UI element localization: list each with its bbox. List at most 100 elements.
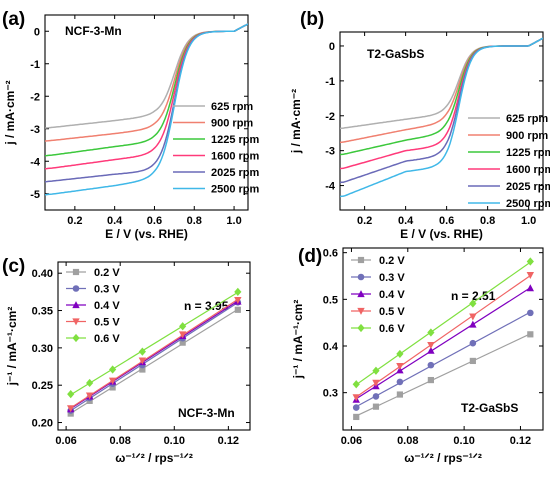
legend-label: 0.6 V	[379, 323, 405, 335]
data-point	[108, 377, 117, 385]
x-axis-label: ω⁻¹ᐟ² / rps⁻¹ᐟ²	[115, 451, 193, 465]
panel-a: 0.2 0.4 0.6 0.8 1.0 -5 -4 -3 -2 -1 0 (a) E / V (vs. …	[2, 9, 260, 241]
fit-line	[355, 333, 531, 417]
legend-marker	[72, 333, 80, 343]
series-line	[340, 37, 543, 198]
panel-title: NCF-3-Mn	[65, 24, 122, 38]
data-point	[67, 390, 75, 399]
legend-marker	[357, 323, 365, 333]
data-point	[138, 357, 147, 365]
legend-label: 900 rpm	[211, 118, 253, 130]
legend-label: 2025 rpm	[506, 181, 550, 193]
data-point	[372, 366, 380, 375]
y-tick-label: 0.30	[32, 343, 53, 355]
series-line	[45, 23, 248, 196]
data-point	[234, 287, 242, 296]
legend-marker	[357, 307, 365, 315]
data-point	[352, 394, 360, 402]
x-tick-label: 0.4	[107, 215, 123, 227]
x-axis-label: E / V (vs. RHE)	[105, 227, 188, 241]
data-point	[396, 362, 404, 370]
y-tick-label: 0	[34, 26, 40, 38]
y-tick-label: 0.40	[32, 268, 53, 280]
data-point	[396, 391, 404, 398]
fit-line	[355, 287, 531, 400]
legend-label: 1225 rpm	[506, 147, 550, 159]
data-point	[526, 257, 534, 266]
panel-label: (a)	[2, 9, 25, 30]
fit-line	[70, 302, 239, 412]
y-tick-label: -3	[30, 124, 40, 136]
y-tick-label: 0.35	[32, 306, 53, 318]
legend-label: 0.4 V	[379, 289, 405, 301]
y-tick-label: 0.6	[323, 248, 338, 260]
x-tick-label: 0.10	[164, 435, 185, 447]
fit-line	[70, 291, 239, 396]
plot-frame	[342, 247, 544, 431]
legend-marker	[72, 301, 80, 309]
data-point	[427, 361, 435, 369]
y-tick-label: 0.25	[32, 380, 53, 392]
data-point	[372, 403, 380, 410]
data-point	[109, 365, 117, 374]
y-tick-label: -4	[325, 181, 336, 193]
x-tick-label: 0.06	[55, 435, 76, 447]
data-point	[85, 392, 94, 400]
panel-label: (d)	[298, 246, 322, 267]
y-axis-label: j / mA·cm⁻²	[3, 80, 17, 145]
legend-label: 1600 rpm	[211, 151, 260, 163]
y-tick-label: 0.20	[32, 418, 53, 430]
fit-line	[70, 300, 239, 410]
y-tick-label: -1	[30, 59, 40, 71]
fit-line	[355, 261, 531, 386]
fit-line	[355, 311, 531, 408]
legend-label: 1225 rpm	[211, 134, 260, 146]
legend-label: 1600 rpm	[506, 164, 550, 176]
y-tick-label: 0.4	[323, 341, 339, 353]
y-tick-label: -2	[325, 111, 335, 123]
legend-label: 0.2 V	[94, 267, 120, 279]
data-point	[469, 320, 477, 328]
y-tick-label: -3	[325, 146, 335, 158]
data-point	[352, 404, 360, 411]
x-tick-label: 1.0	[521, 215, 536, 227]
data-point	[179, 322, 187, 331]
data-point	[234, 296, 242, 304]
legend-label: 0.2 V	[379, 255, 405, 267]
panel-d: 0.06 0.08 0.10 0.12 0.3 0.4 0.5 0.6(d) ω⁻¹ᐟ² / r…	[291, 246, 544, 465]
data-point	[427, 328, 435, 337]
plot-frame	[44, 14, 249, 211]
panel-title: T2-GaSbS	[461, 401, 518, 415]
y-tick-label: 0.3	[323, 388, 338, 400]
legend-label: 0.6 V	[94, 333, 120, 345]
legend-marker	[357, 273, 365, 281]
data-point	[67, 405, 75, 413]
series-area	[67, 287, 242, 417]
y-tick-label: -5	[30, 189, 40, 201]
y-tick-label: 0.5	[323, 294, 338, 306]
data-point	[526, 284, 535, 292]
legend-label: 0.3 V	[379, 272, 405, 284]
legend-label: 2500 rpm	[506, 198, 550, 210]
panel-title: T2-GaSbS	[367, 47, 424, 61]
data-point	[372, 379, 380, 387]
legend-label: 625 rpm	[506, 113, 548, 125]
legend-label: 2500 rpm	[211, 184, 260, 196]
annotation-n: n = 3.95	[184, 299, 229, 313]
fit-line	[70, 298, 239, 409]
data-point	[353, 413, 360, 421]
series-line	[45, 23, 248, 170]
series-area	[340, 37, 543, 198]
legend-marker	[357, 290, 365, 298]
legend-label: 0.5 V	[94, 317, 120, 329]
x-tick-label: 0.06	[341, 435, 362, 447]
legend-marker	[72, 268, 80, 276]
legend-label: 0.5 V	[379, 306, 405, 318]
data-point	[396, 378, 404, 386]
data-point	[352, 380, 360, 389]
plot-frame	[57, 261, 251, 431]
data-point	[469, 339, 477, 347]
series-area	[45, 23, 248, 196]
data-point	[109, 384, 116, 391]
